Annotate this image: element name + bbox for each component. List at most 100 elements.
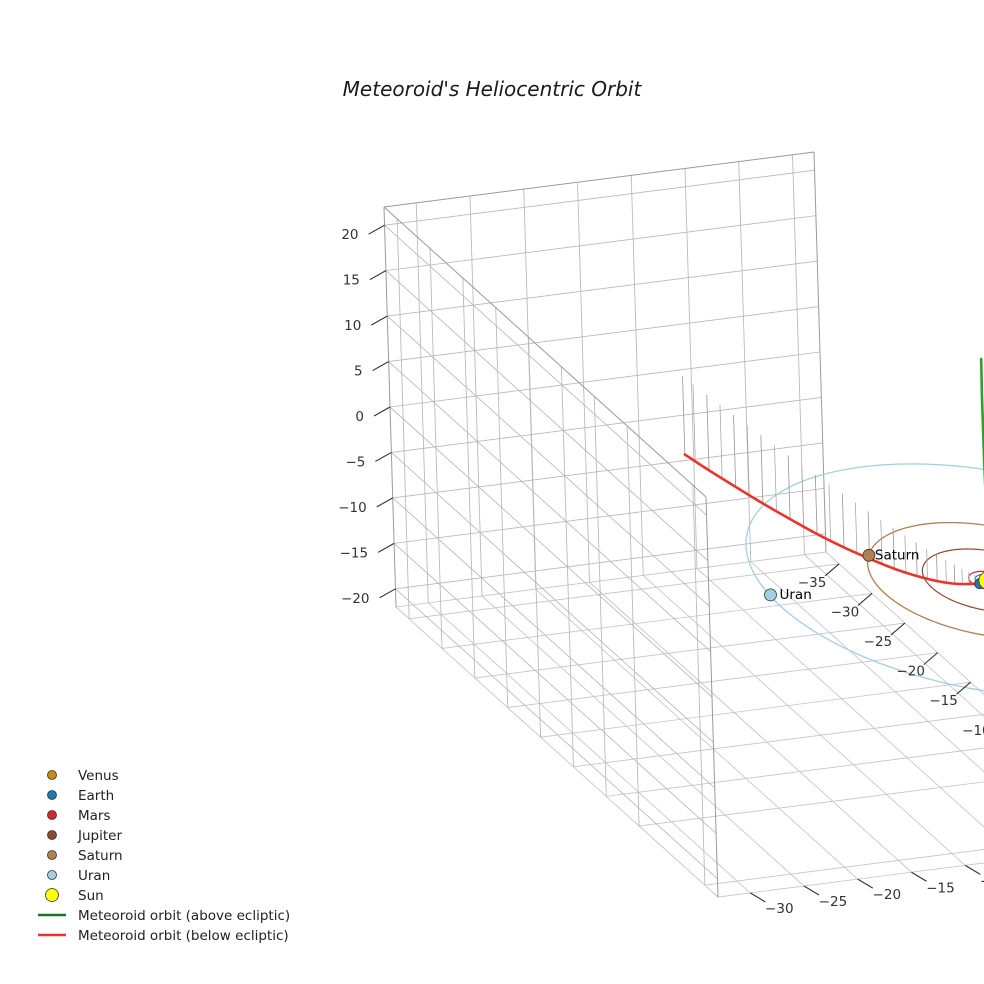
- ytick-label-2: −20: [873, 887, 902, 903]
- legend-entry-mars: Mars: [47, 808, 111, 824]
- floor-gridline-x: [639, 781, 984, 827]
- wall-gridline-z-right: [388, 306, 819, 362]
- ztick-mark-0: [368, 224, 385, 235]
- wall-gridline-y-right: [630, 175, 644, 576]
- wall-top-edge-left: [383, 206, 707, 498]
- wall-gridline-z-left: [388, 361, 711, 652]
- xtick-mark-1: [857, 593, 873, 606]
- legend-entry-earth: Earth: [47, 788, 114, 804]
- legend-label: Saturn: [78, 848, 123, 864]
- wall-gridline-x-left: [495, 307, 509, 708]
- wall-gridline-x-left: [396, 218, 410, 619]
- stem-fill-1-168: [733, 415, 737, 487]
- wall-gridline-z-left: [391, 452, 714, 743]
- ytick-mark-0: [749, 892, 766, 903]
- legend-label: Earth: [78, 788, 114, 804]
- wall-gridline-z-right: [391, 397, 822, 453]
- stem-fill-1-140: [787, 455, 791, 520]
- ztick-label-4: 0: [355, 409, 364, 425]
- legend-marker-sun: [45, 888, 59, 902]
- ztick-label-8: −20: [341, 591, 370, 607]
- wall-gridline-x-left: [429, 248, 443, 649]
- wall-gridline-z-left: [393, 543, 717, 834]
- stem-fill-1-126: [814, 474, 818, 535]
- floor-gridline-x: [441, 593, 873, 649]
- ytick-label-4: −10: [980, 873, 984, 889]
- stem-fill-1-42: [953, 564, 956, 584]
- stem-fill-1-77: [904, 535, 907, 573]
- orbit-path-saturn: [866, 521, 984, 636]
- ztick-label-1: 15: [343, 273, 360, 289]
- body-marker-saturn: [862, 548, 876, 562]
- stem-fill-1-182: [706, 394, 710, 471]
- axis-vertical-spine-2: [813, 151, 827, 553]
- ztick-label-7: −15: [340, 545, 369, 561]
- ztick-mark-6: [376, 497, 393, 508]
- trajectory-above-ecliptic: [979, 357, 984, 488]
- orbit-path-uran: [745, 463, 984, 692]
- ztick-label-0: 20: [341, 227, 358, 243]
- legend-entry-saturn: Saturn: [47, 848, 123, 864]
- ytick-mark-1: [803, 885, 820, 896]
- ztick-mark-2: [371, 315, 388, 326]
- legend-marker-earth: [47, 790, 57, 800]
- xtick-mark-2: [890, 622, 906, 636]
- floor-gridline-y: [750, 561, 984, 773]
- stem-fill-1-161: [746, 425, 750, 496]
- xtick-label-1: −30: [831, 604, 860, 620]
- legend-marker-uran: [47, 870, 57, 880]
- wall-gridline-y-right: [523, 189, 537, 590]
- floor-gridline-x: [409, 563, 840, 620]
- legend-marker-venus: [47, 770, 57, 780]
- stem-fill-1-112: [842, 493, 845, 548]
- ztick-label-5: −5: [345, 455, 365, 471]
- wall-gridline-z-left: [385, 270, 709, 561]
- xtick-label-3: −20: [896, 664, 925, 680]
- wall-gridline-z-left: [384, 224, 707, 516]
- ytick-mark-2: [857, 878, 874, 889]
- floor-gridline-y: [804, 554, 984, 717]
- wall-gridline-x-left: [692, 485, 706, 886]
- xtick-label-0: −35: [798, 575, 827, 591]
- floor-gridline-y: [427, 602, 751, 894]
- axis-tick-labels: −35−30−25−20−15−10−5010−30−25−20−15−10−5…: [338, 224, 984, 917]
- wall-gridline-x-left: [462, 278, 476, 679]
- wall-gridline-x-left: [626, 425, 640, 826]
- ytick-label-0: −30: [765, 901, 794, 917]
- ytick-mark-3: [911, 871, 927, 882]
- legend-entry-sun: Sun: [45, 888, 104, 904]
- stem-fill-1-56: [936, 554, 938, 582]
- stem-fill-1-154: [760, 435, 764, 504]
- stem-fill-1-147: [774, 445, 777, 512]
- xtick-label-4: −15: [929, 693, 958, 709]
- floor-gridline-x: [573, 713, 984, 768]
- stem-fill-1-175: [719, 404, 723, 479]
- legend-label: Uran: [78, 868, 110, 884]
- page-title: Meteoroid's Heliocentric Orbit: [343, 77, 643, 101]
- ytick-label-3: −15: [926, 880, 955, 896]
- stem-fill-1-133: [801, 465, 804, 527]
- wall-gridline-y-right: [684, 168, 698, 569]
- legend-label: Venus: [78, 768, 119, 784]
- wall-gridline-z-left: [392, 497, 716, 789]
- wall-gridline-z-left: [395, 588, 718, 880]
- axis-vertical-spine-1: [705, 496, 719, 898]
- ztick-mark-7: [377, 542, 395, 553]
- legend-entry-meteoroid-orbit-below-ecliptic: Meteoroid orbit (below ecliptic): [38, 928, 289, 944]
- ztick-label-3: 5: [354, 364, 363, 380]
- wall-gridline-z-right: [385, 215, 816, 272]
- ztick-mark-4: [373, 406, 391, 417]
- legend-label: Meteoroid orbit (below ecliptic): [78, 928, 289, 944]
- stem-fill-1-189: [692, 384, 696, 462]
- wall-gridline-z-right: [389, 351, 821, 408]
- ztick-label-2: 10: [344, 318, 361, 334]
- stem-fill-1-196: [682, 376, 686, 455]
- body-label-saturn: Saturn: [875, 547, 920, 563]
- wall-gridline-y-right: [577, 182, 590, 583]
- floor-gridline-x: [540, 681, 971, 738]
- ztick-mark-3: [372, 361, 389, 372]
- floor-gridline-y: [535, 588, 859, 880]
- wall-gridline-z-left: [389, 406, 713, 698]
